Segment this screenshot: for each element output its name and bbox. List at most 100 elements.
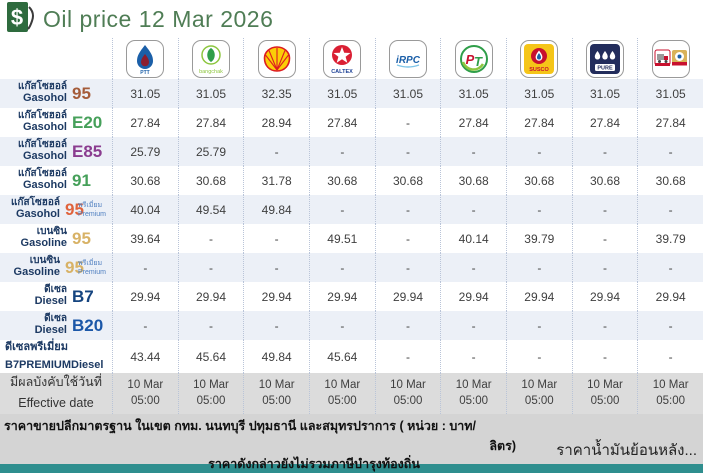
ptt-logo-icon: PTT	[126, 39, 165, 78]
price-cell-pure: -	[571, 137, 638, 166]
price-cell-pt: -	[440, 340, 506, 373]
effective-date-cell-caltex: 10 Mar 05:00	[308, 373, 375, 414]
price-cell-susco: -	[505, 311, 572, 340]
price-cell-shell: -	[243, 224, 309, 253]
price-cell-pure: -	[571, 224, 638, 253]
price-cell-ptt: 31.05	[112, 79, 178, 108]
fuel-name-th: แก๊สโซฮอล์	[18, 110, 67, 122]
price-cell-caltex: -	[308, 253, 375, 282]
effective-date: 10 Mar	[127, 378, 164, 391]
premium-label-en: Premium	[77, 210, 106, 218]
fuel-label: เบนซิน Gasoline 95 พรีเมี่ยม Premium	[0, 253, 112, 282]
fuel-label: แก๊สโซฮอล์ Gasohol E85	[0, 137, 112, 166]
price-cell-bangchak: -	[177, 311, 244, 340]
price-cell-irpc: -	[374, 311, 441, 340]
shell-logo-cell	[243, 38, 309, 79]
fuel-name: แก๊สโซฮอล์ Gasohol	[18, 82, 67, 104]
caltex-logo-icon: CALTEX	[323, 39, 362, 78]
price-cell-pt: -	[440, 195, 506, 224]
price-cell-susco: -	[505, 340, 572, 373]
effective-time: 05:00	[130, 394, 160, 407]
fuel-row-gasoline-95-premium: เบนซิน Gasoline 95 พรีเมี่ยม Premium - - - - - - - -…	[0, 253, 703, 282]
price-cell-suscodealers: 29.94	[637, 282, 703, 311]
price-cell-shell: -	[243, 253, 309, 282]
price-cell-shell: 32.35	[243, 79, 309, 108]
price-cell-ptt: 27.84	[112, 108, 178, 137]
price-cell-bangchak: 25.79	[177, 137, 244, 166]
fuel-name-en: Diesel	[34, 323, 67, 336]
effective-time: 05:00	[262, 394, 292, 407]
effective-date: 10 Mar	[587, 378, 623, 391]
effective-date-cell-bangchak: 10 Mar 05:00	[177, 373, 244, 414]
price-cell-bangchak: 30.68	[177, 166, 244, 195]
price-cell-caltex: -	[308, 195, 375, 224]
price-cell-susco: 30.68	[505, 166, 572, 195]
price-cell-caltex: 49.51	[308, 224, 375, 253]
effective-time: 05:00	[656, 394, 686, 407]
price-cell-irpc: -	[374, 340, 441, 373]
price-cell-bangchak: 45.64	[177, 340, 244, 373]
bangchak-logo-cell: bangchak	[177, 38, 244, 79]
price-cell-suscodealers: -	[637, 311, 703, 340]
effective-date-cell-shell: 10 Mar 05:00	[243, 373, 309, 414]
effective-date-cell-irpc: 10 Mar 05:00	[374, 373, 441, 414]
fuel-row-gasohol-95-premium: แก๊สโซฮอล์ Gasohol 95 พรีเมี่ยม Premium 40.04…	[0, 195, 703, 224]
fuel-pump-dollar-icon: $	[6, 1, 36, 38]
page-title: Oil price 12 Mar 2026	[43, 5, 274, 32]
footer-line3: ราคาดังกล่าวยังไม่รวมภาษีบำรุงท้องถิ่น	[208, 457, 420, 471]
price-cell-shell: -	[243, 311, 309, 340]
fuel-name: เบนซิน Gasoline	[14, 256, 60, 278]
fuel-row-gasoline-95: เบนซิน Gasoline 95 39.64- -49.51-40.14 39.79-…	[0, 224, 703, 253]
fuel-code: E85	[72, 142, 103, 161]
premium-label-th: พรีเมี่ยม	[77, 202, 103, 210]
price-cell-bangchak: -	[177, 253, 244, 282]
fuel-label: เบนซิน Gasoline 95	[0, 224, 112, 253]
susco-logo-icon: SUSCO	[520, 39, 559, 78]
fuel-name-th: ดีเซล	[44, 313, 67, 325]
price-cell-shell: 49.84	[243, 195, 309, 224]
effective-date: 10 Mar	[390, 378, 426, 391]
fuel-name: เบนซิน Gasoline	[21, 227, 67, 249]
price-cell-shell: 49.84	[243, 340, 309, 373]
price-cell-ptt: 39.64	[112, 224, 178, 253]
fuel-rows: แก๊สโซฮอล์ Gasohol 95 31.05 31.05 32.35 31.05 3…	[0, 79, 703, 373]
price-cell-irpc: 30.68	[374, 166, 441, 195]
price-cell-pt: 27.84	[440, 108, 506, 137]
premium-label: พรีเมี่ยม Premium	[78, 200, 106, 218]
price-cell-suscodealers: 39.79	[637, 224, 703, 253]
pure-logo-cell: PURE	[571, 38, 638, 79]
price-cell-pt: 29.94	[440, 282, 506, 311]
fuel-code: 95	[64, 200, 84, 219]
price-cell-bangchak: -	[177, 224, 244, 253]
price-cell-pt: -	[440, 253, 506, 282]
bangchak-logo-icon: bangchak	[191, 39, 230, 78]
fuel-label: แก๊สโซฮอล์ Gasohol 91	[0, 166, 112, 195]
price-cell-caltex: -	[308, 311, 375, 340]
price-cell-suscodealers: 31.05	[637, 79, 703, 108]
price-history-link[interactable]: ราคาน้ำมันย้อนหลัง...	[556, 442, 697, 459]
price-cell-pure: 29.94	[571, 282, 638, 311]
fuel-code: B7	[72, 287, 94, 306]
price-cell-caltex: 29.94	[308, 282, 375, 311]
price-cell-pure: 27.84	[571, 108, 638, 137]
fuel-name-en: Gasoline	[20, 236, 67, 249]
price-cell-pure: -	[571, 311, 638, 340]
fuel-name: แก๊สโซฮอล์ Gasohol	[11, 198, 60, 220]
logo-row-spacer	[0, 38, 112, 79]
fuel-label: ดีเซลพรีเมี่ยม B7PREMIUMDiesel	[0, 340, 112, 373]
svg-text:$: $	[11, 5, 23, 30]
fuel-name: แก๊สโซฮอล์ Gasohol	[18, 111, 67, 133]
fuel-name-en: Gasohol	[15, 207, 60, 220]
price-table: PTT bangchak CALTEX iRPC P T SUSCO PURE แก๊สโซฮ…	[0, 38, 703, 414]
shell-logo-icon	[257, 39, 296, 78]
footer-line2: ลิตร)	[489, 439, 516, 453]
price-cell-suscodealers: -	[637, 195, 703, 224]
price-cell-irpc: -	[374, 108, 441, 137]
irpc-logo-icon: iRPC	[388, 39, 427, 78]
price-cell-shell: 29.94	[243, 282, 309, 311]
svg-text:iRPC: iRPC	[396, 55, 421, 66]
fuel-code: E20	[72, 113, 103, 132]
svg-text:PURE: PURE	[597, 65, 613, 71]
effective-time: 05:00	[327, 394, 357, 407]
price-cell-shell: 31.78	[243, 166, 309, 195]
